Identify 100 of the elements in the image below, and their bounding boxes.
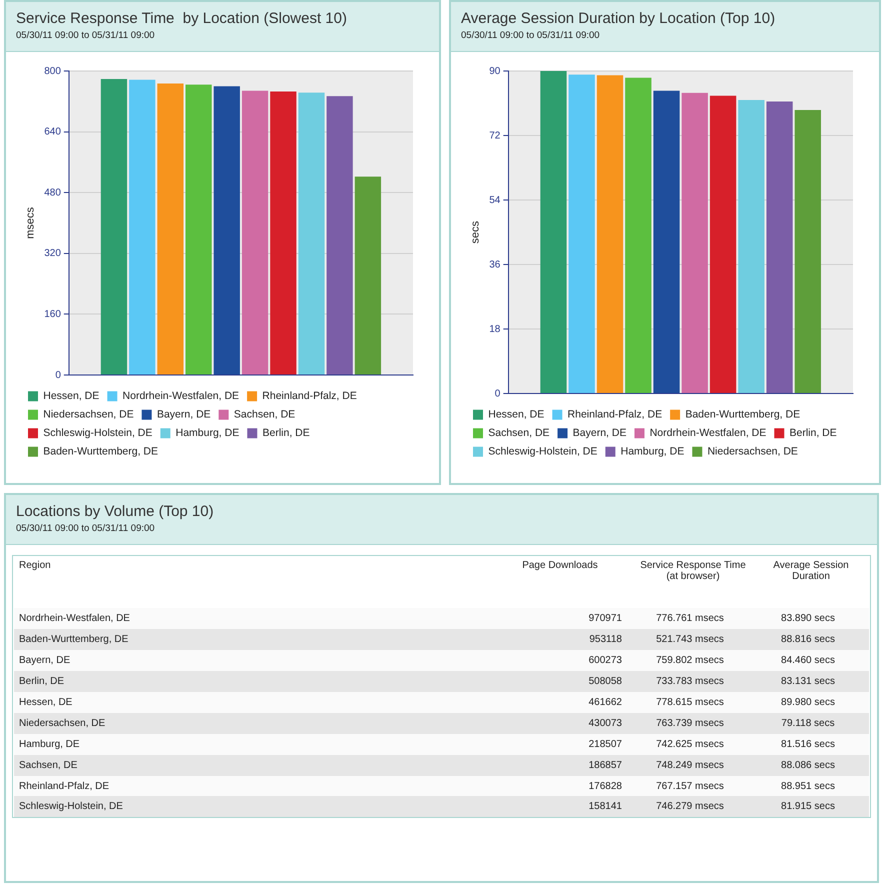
bar <box>242 90 268 374</box>
y-tick-label: 72 <box>489 130 501 142</box>
text: Niedersachsen, DE <box>19 718 106 728</box>
legend-label: Niedersachsen, DE <box>707 446 798 458</box>
bar <box>214 86 240 374</box>
text: 778.615 msecs <box>656 696 724 708</box>
legend-label: Nordrhein-Westfalen, DE <box>650 427 766 440</box>
text: Schleswig-Holstein, DE <box>19 801 123 812</box>
text: Nordrhein-Westfalen, DE <box>19 612 130 624</box>
text: Page Downloads <box>522 560 598 571</box>
bar <box>270 92 296 374</box>
legend-label: Hamburg, DE <box>620 446 684 458</box>
text: 218507 <box>588 738 622 750</box>
bar <box>766 101 793 393</box>
text: 763.739 msecs <box>656 718 724 728</box>
legend-label: Baden-Wurttemberg, DE <box>685 408 800 421</box>
y-axis-title: secs <box>470 220 482 244</box>
text: 767.157 msecs <box>656 780 724 792</box>
legend-label: Bayern, DE <box>156 408 211 421</box>
text: 461662 <box>588 696 622 708</box>
legend-label: Sachsen, DE <box>234 408 296 421</box>
bar <box>129 80 156 374</box>
text: Average Session Duration <box>773 560 849 582</box>
text: Bayern, DE <box>19 654 70 666</box>
text: 742.625 msecs <box>656 738 724 750</box>
text: 81.516 secs <box>781 738 835 750</box>
text: 748.249 msecs <box>656 760 724 770</box>
legend-label: Hessen, DE <box>43 390 100 402</box>
bar <box>354 176 382 374</box>
bar <box>100 78 128 374</box>
text: Baden-Wurttemberg, DE <box>19 634 128 644</box>
legend-label: Bayern, DE <box>572 427 626 440</box>
bar <box>653 90 680 393</box>
text: 89.980 secs <box>781 696 835 708</box>
bar <box>596 75 624 393</box>
y-tick-label: 54 <box>489 194 501 206</box>
bar <box>568 74 595 393</box>
text: 430073 <box>588 718 622 728</box>
legend-label: Hamburg, DE <box>176 427 240 440</box>
legend-label: Hessen, DE <box>488 408 544 421</box>
bar <box>540 71 567 393</box>
bar <box>682 92 708 393</box>
text: 05/30/11 09:00 to 05/31/11 09:00 <box>16 523 156 534</box>
bar <box>298 92 325 374</box>
bar <box>738 100 764 393</box>
y-tick-label: 18 <box>489 324 501 335</box>
text: 88.086 secs <box>781 760 835 770</box>
legend-label: Rheinland-Pfalz, DE <box>568 408 662 421</box>
bar <box>326 96 353 374</box>
text: 88.951 secs <box>781 780 835 792</box>
text: Service Response Time (at browser) <box>640 560 746 582</box>
bar <box>625 78 652 393</box>
bar <box>157 84 184 374</box>
text: 79.118 secs <box>781 718 835 728</box>
legend-label: Berlin, DE <box>789 427 837 440</box>
text: 176828 <box>588 780 622 792</box>
text: 508058 <box>588 676 622 686</box>
text: 600273 <box>588 654 622 666</box>
y-tick-label: 320 <box>44 248 62 260</box>
text: Hamburg, DE <box>19 738 80 750</box>
y-tick-label: 640 <box>44 126 62 138</box>
y-tick-label: 160 <box>44 308 62 320</box>
text: 158141 <box>588 801 622 812</box>
legend-label: Schleswig-Holstein, DE <box>43 427 152 440</box>
legend-label: Sachsen, DE <box>488 427 550 440</box>
text: 776.761 msecs <box>656 612 724 624</box>
text: 88.816 secs <box>781 634 835 644</box>
text: 759.802 msecs <box>656 654 724 666</box>
y-axis-title: msecs <box>24 206 37 239</box>
text: 733.783 msecs <box>656 676 724 686</box>
text: Rheinland-Pfalz, DE <box>19 780 110 792</box>
text: Locations by Volume (Top 10) <box>16 503 215 520</box>
chart-subtitle: 05/30/11 09:00 to 05/31/11 09:00 <box>16 30 156 41</box>
y-tick-label: 36 <box>489 259 501 270</box>
text: 83.890 secs <box>781 612 835 624</box>
text: Berlin, DE <box>19 676 64 686</box>
text: 953118 <box>589 634 622 644</box>
chart-title: Service Response Time by Location (Slowest 10) <box>16 10 348 27</box>
text: Sachsen, DE <box>19 760 78 770</box>
chart-subtitle: 05/30/11 09:00 to 05/31/11 09:00 <box>461 30 601 41</box>
text: Hessen, DE <box>19 696 72 708</box>
text: 186857 <box>588 760 622 770</box>
text: Region <box>19 560 51 571</box>
text: 83.131 secs <box>781 676 835 686</box>
legend-label: Baden-Wurttemberg, DE <box>43 446 158 458</box>
bar <box>794 110 821 393</box>
text: 521.743 msecs <box>656 634 724 644</box>
y-tick-label: 0 <box>55 370 62 381</box>
text: 81.915 secs <box>781 801 835 812</box>
bar <box>185 84 212 374</box>
legend-label: Rheinland-Pfalz, DE <box>262 390 357 402</box>
text: 84.460 secs <box>781 654 835 666</box>
legend-label: Berlin, DE <box>262 427 310 440</box>
text: 746.279 msecs <box>656 801 724 812</box>
y-tick-label: 480 <box>44 187 62 198</box>
legend-label: Schleswig-Holstein, DE <box>488 446 598 458</box>
legend-label: Niedersachsen, DE <box>43 408 134 421</box>
chart-title: Average Session Duration by Location (Top 10) <box>461 10 776 27</box>
legend-label: Nordrhein-Westfalen, DE <box>122 390 240 402</box>
y-tick-label: 800 <box>44 66 62 77</box>
